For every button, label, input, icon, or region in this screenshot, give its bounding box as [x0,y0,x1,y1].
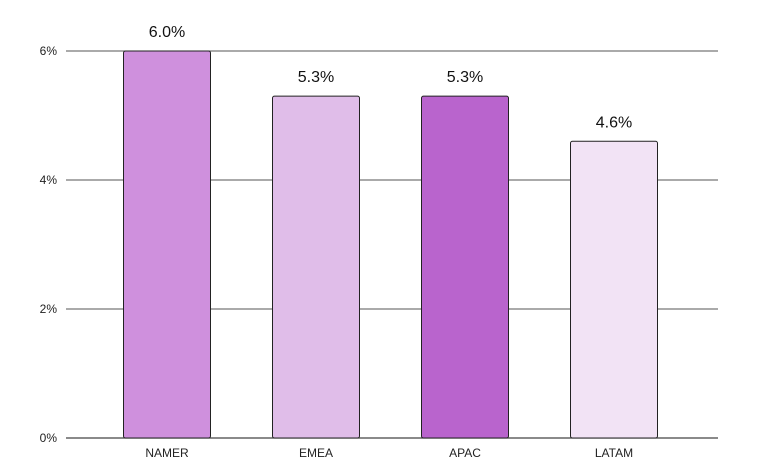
x-axis-category-labels: NAMER EMEA APAC LATAM [145,446,633,460]
x-category-label: NAMER [145,446,189,460]
y-tick-label: 6% [40,44,58,58]
value-label: 5.3% [447,69,483,86]
value-label: 6.0% [149,24,185,41]
value-label: 5.3% [298,69,334,86]
bar-apac [421,95,509,439]
y-tick-label: 0% [40,431,58,445]
value-labels: 6.0% 5.3% 5.3% 4.6% [149,24,632,131]
x-category-label: APAC [449,446,481,460]
bar-latam [570,140,658,439]
y-tick-label: 2% [40,302,58,316]
bars [123,50,658,439]
x-category-label: EMEA [299,446,333,460]
value-label: 4.6% [596,114,632,131]
bar-emea [272,95,360,439]
y-axis-tick-labels: 0% 2% 4% 6% [40,44,58,445]
bar-namer [123,50,211,439]
y-tick-label: 4% [40,173,58,187]
x-category-label: LATAM [595,446,633,460]
